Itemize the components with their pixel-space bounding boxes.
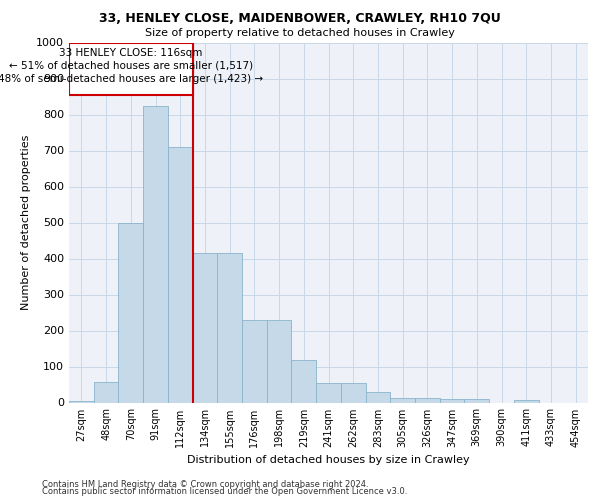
Y-axis label: Number of detached properties: Number of detached properties (20, 135, 31, 310)
Bar (69, 400, 94, 402)
Bar (365, 392, 390, 402)
Text: 33 HENLEY CLOSE: 116sqm: 33 HENLEY CLOSE: 116sqm (59, 48, 202, 58)
Bar (193, 253, 217, 402)
Text: ← 51% of detached houses are smaller (1,517): ← 51% of detached houses are smaller (1,… (9, 61, 253, 71)
Text: 48% of semi-detached houses are larger (1,423) →: 48% of semi-detached houses are larger (… (0, 74, 263, 84)
Bar (316, 382, 341, 402)
Bar (267, 320, 292, 402)
Bar (415, 398, 440, 402)
Bar (118, 222, 143, 402)
Text: Contains HM Land Registry data © Crown copyright and database right 2024.: Contains HM Land Registry data © Crown c… (42, 480, 368, 489)
Text: Size of property relative to detached houses in Crawley: Size of property relative to detached ho… (145, 28, 455, 38)
Bar (514, 400, 539, 402)
Bar (143, 106, 168, 403)
Bar (341, 382, 365, 402)
Bar (217, 253, 242, 402)
X-axis label: Distribution of detached houses by size in Crawley: Distribution of detached houses by size … (187, 455, 470, 465)
Bar (440, 399, 464, 402)
Bar (464, 399, 489, 402)
Bar (390, 398, 415, 402)
Bar (94, 382, 118, 402)
Text: Contains public sector information licensed under the Open Government Licence v3: Contains public sector information licen… (42, 487, 407, 496)
Text: 33, HENLEY CLOSE, MAIDENBOWER, CRAWLEY, RH10 7QU: 33, HENLEY CLOSE, MAIDENBOWER, CRAWLEY, … (99, 12, 501, 26)
FancyBboxPatch shape (69, 42, 193, 94)
Bar (168, 147, 193, 403)
Bar (292, 360, 316, 403)
Bar (242, 320, 267, 402)
